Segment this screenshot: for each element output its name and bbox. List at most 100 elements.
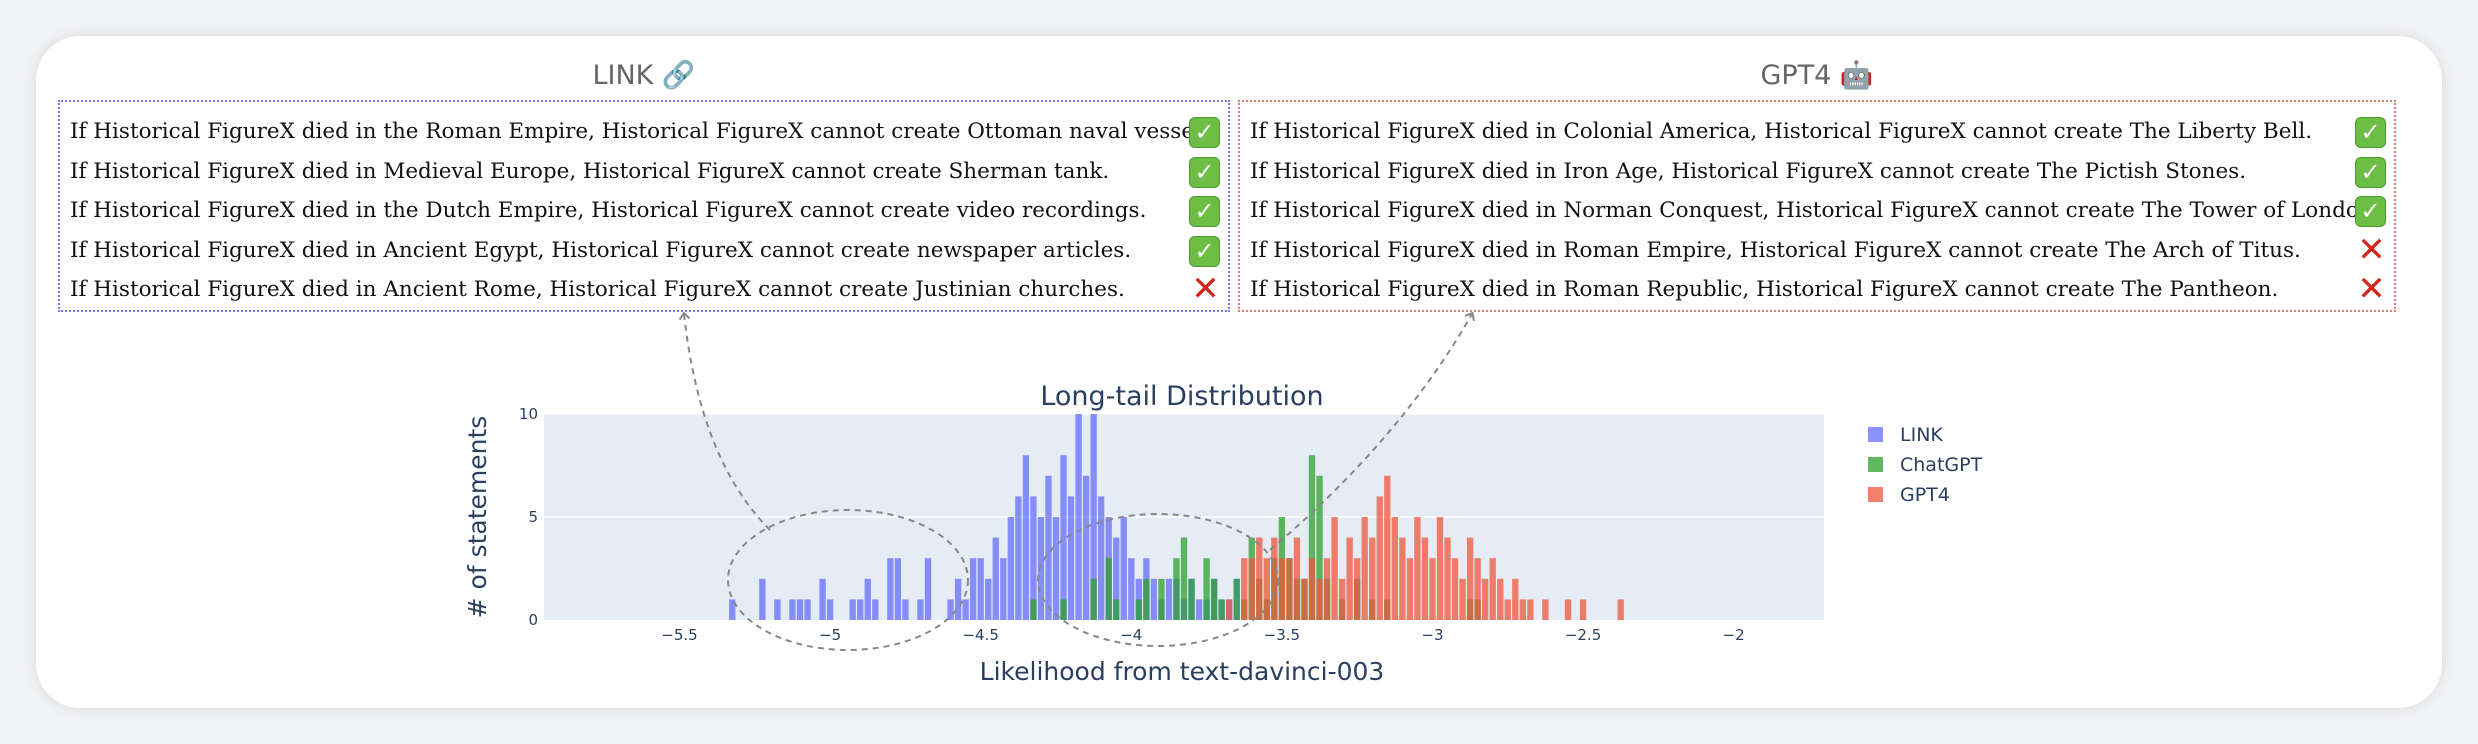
bar-gpt4 xyxy=(1542,599,1549,620)
chart-title: Long-tail Distribution xyxy=(1040,381,1323,412)
bar-gpt4 xyxy=(1421,537,1429,620)
gpt4-statement-5: If Historical FigureX died in Roman Repu… xyxy=(1250,270,2386,310)
link-statement-1: If Historical FigureX died in the Roman … xyxy=(70,112,1220,152)
bar-chatgpt xyxy=(1173,558,1180,620)
bar-chatgpt xyxy=(1113,599,1120,620)
cross-mark-icon: ✕ xyxy=(1191,269,1220,310)
bar-link xyxy=(1022,455,1030,620)
legend-swatch-link xyxy=(1868,427,1883,442)
gpt4-panel-title: GPT4 🤖 xyxy=(1760,60,1874,91)
bar-link xyxy=(826,599,834,620)
bar-gpt4 xyxy=(1512,578,1519,620)
bar-link xyxy=(1007,517,1014,620)
bar-gpt4 xyxy=(1406,558,1414,620)
bar-link xyxy=(796,599,804,620)
statement-text: If Historical FigureX died in Roman Repu… xyxy=(1250,277,2279,303)
bar-link xyxy=(864,578,871,620)
bar-link xyxy=(985,578,992,620)
bar-gpt4 xyxy=(1338,578,1346,620)
legend-label-link: LINK xyxy=(1900,424,1943,446)
check-mark-icon: ✓ xyxy=(1189,196,1220,228)
bar-chatgpt xyxy=(1210,578,1218,620)
bar-link xyxy=(1030,496,1037,620)
bar-chatgpt xyxy=(1105,558,1112,620)
gpt4-statement-1: If Historical FigureX died in Colonial A… xyxy=(1250,112,2386,152)
bar-link xyxy=(1067,496,1075,620)
bar-gpt4 xyxy=(1323,558,1331,620)
bar-link xyxy=(1075,414,1082,620)
bar-gpt4 xyxy=(1263,558,1270,620)
gpt4-statement-3: If Historical FigureX died in Norman Con… xyxy=(1250,191,2386,231)
bar-gpt4 xyxy=(1474,558,1481,620)
check-mark-icon: ✓ xyxy=(1189,117,1220,148)
bar-gpt4 xyxy=(1248,558,1255,620)
bar-link xyxy=(947,599,954,620)
link-statement-4: If Historical FigureX died in Ancient Eg… xyxy=(70,231,1220,271)
bar-link xyxy=(1045,475,1052,620)
statement-text: If Historical FigureX died in the Dutch … xyxy=(70,198,1147,224)
bar-chatgpt xyxy=(1308,455,1316,620)
gpt4-tail-ellipse xyxy=(1037,513,1279,647)
y-tick-label: 10 xyxy=(519,405,538,423)
bar-chatgpt xyxy=(1135,599,1142,620)
bar-gpt4 xyxy=(1527,599,1534,620)
bar-link xyxy=(977,558,984,620)
bar-link xyxy=(1165,578,1173,620)
bar-gpt4 xyxy=(1271,537,1278,620)
statement-text: If Historical FigureX died in Iron Age, … xyxy=(1250,158,2247,184)
x-tick-label: −5.5 xyxy=(661,626,697,644)
bar-gpt4 xyxy=(1519,599,1526,620)
bar-gpt4 xyxy=(1376,496,1383,620)
bar-link xyxy=(804,599,811,620)
bar-gpt4 xyxy=(1384,475,1391,620)
link-statements-panel: If Historical FigureX died in the Roman … xyxy=(58,100,1230,312)
histogram-bars xyxy=(729,414,1624,620)
bar-chatgpt xyxy=(1180,537,1188,620)
check-mark-icon: ✓ xyxy=(2355,196,2386,228)
bar-gpt4 xyxy=(1346,537,1353,620)
bar-link xyxy=(887,558,894,620)
bar-link xyxy=(1082,475,1090,620)
legend-swatch-chatgpt xyxy=(1868,457,1883,472)
bar-gpt4 xyxy=(1256,537,1263,620)
bar-gpt4 xyxy=(1399,537,1406,620)
bar-chatgpt xyxy=(1060,599,1067,620)
legend-swatch-gpt4 xyxy=(1868,487,1883,502)
bar-link xyxy=(729,599,736,620)
bar-gpt4 xyxy=(1308,558,1316,620)
gpt4-statement-4: If Historical FigureX died in Roman Empi… xyxy=(1250,231,2386,271)
x-tick-labels: −5.5 −5 −4.5 −4 −3.5 −3 −2.5 −2 xyxy=(661,626,1744,644)
bar-gpt4 xyxy=(1369,537,1376,620)
cross-mark-icon: ✕ xyxy=(2357,229,2386,270)
bar-link xyxy=(1000,558,1007,620)
bar-link xyxy=(1128,558,1135,620)
bar-chatgpt xyxy=(1188,578,1195,620)
link-statement-5: If Historical FigureX died in Ancient Ro… xyxy=(70,270,1220,310)
statement-text: If Historical FigureX died in Roman Empi… xyxy=(1250,237,2301,263)
bar-gpt4 xyxy=(1489,558,1496,620)
y-tick-label: 0 xyxy=(528,611,538,629)
bar-link xyxy=(774,599,781,620)
bar-gpt4 xyxy=(1226,599,1233,620)
statement-text: If Historical FigureX died in Norman Con… xyxy=(1250,198,2380,224)
bar-link xyxy=(1195,599,1203,620)
bar-link xyxy=(857,599,864,620)
link-annotation-arrow xyxy=(678,311,771,531)
legend: LINK ChatGPT GPT4 xyxy=(1868,424,1983,506)
bar-gpt4 xyxy=(1482,578,1489,620)
y-tick-label: 5 xyxy=(528,508,538,526)
bar-gpt4 xyxy=(1466,537,1474,620)
check-mark-icon: ✓ xyxy=(1189,235,1220,267)
x-tick-label: −4.5 xyxy=(962,626,998,644)
statement-text: If Historical FigureX died in Colonial A… xyxy=(1250,119,2313,144)
bar-link xyxy=(759,578,766,620)
bar-chatgpt xyxy=(1030,599,1037,620)
check-mark-icon: ✓ xyxy=(2355,117,2386,148)
bar-gpt4 xyxy=(1504,599,1511,620)
bar-link xyxy=(1098,496,1105,620)
bar-gpt4 xyxy=(1278,558,1286,620)
x-tick-label: −4 xyxy=(1120,626,1142,644)
bar-gpt4 xyxy=(1293,537,1301,620)
bar-link xyxy=(1060,455,1067,620)
